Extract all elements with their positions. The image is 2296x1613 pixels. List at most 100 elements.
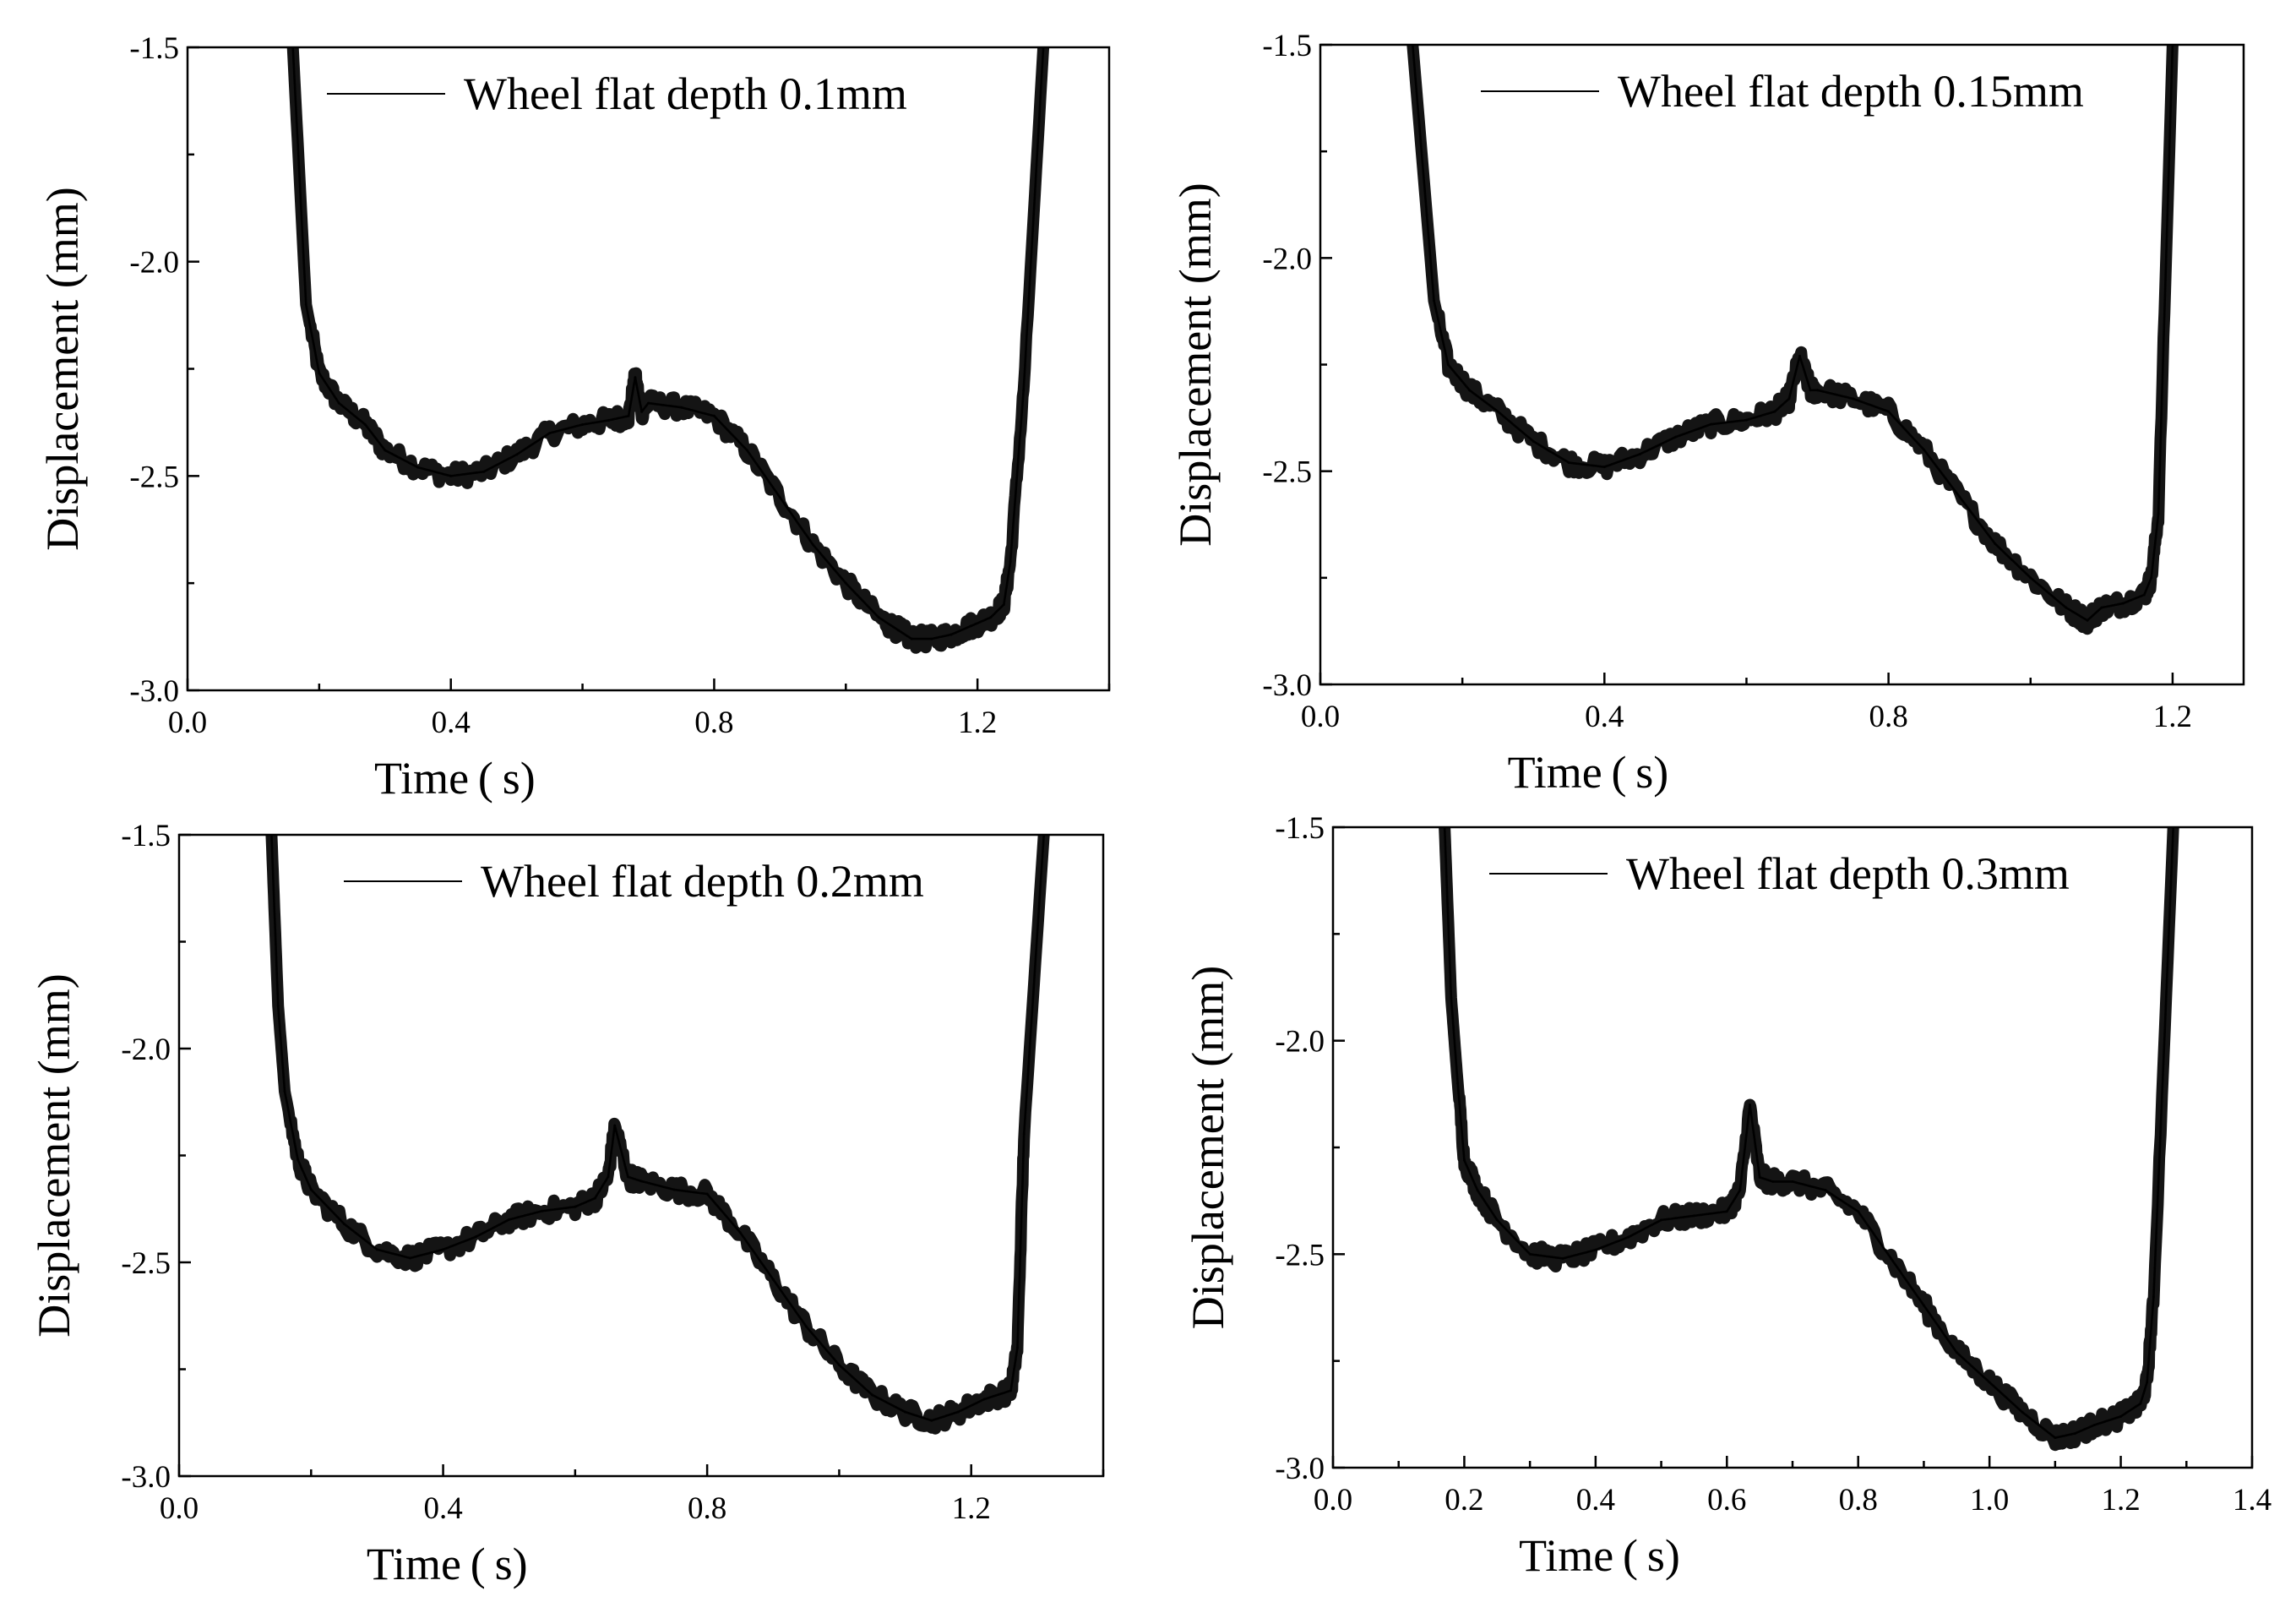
data-point xyxy=(1955,1351,1958,1354)
data-point xyxy=(804,1325,808,1328)
data-point xyxy=(1594,1248,1597,1251)
data-point xyxy=(318,372,321,375)
data-point xyxy=(416,466,420,469)
plot-frame xyxy=(177,833,1105,1478)
y-tick-label: -2.0 xyxy=(1262,242,1312,276)
data-point xyxy=(1787,397,1791,401)
x-tick-label: 0.8 xyxy=(688,1491,726,1526)
data-point xyxy=(1958,495,1961,499)
data-point xyxy=(930,637,933,640)
data-point xyxy=(877,616,880,619)
data-point xyxy=(871,1393,873,1397)
x-tick-label: 0.0 xyxy=(160,1491,199,1526)
data-point xyxy=(384,449,387,452)
series-line xyxy=(1443,827,2174,1439)
data-point xyxy=(1022,1132,1026,1136)
x-tick-label: 1.2 xyxy=(958,706,997,740)
data-point xyxy=(2157,512,2160,515)
data-point xyxy=(508,1218,511,1221)
data-point xyxy=(1015,1346,1019,1349)
data-point xyxy=(647,401,650,405)
data-point xyxy=(607,418,611,422)
data-point xyxy=(409,1256,411,1260)
data-point xyxy=(1476,1189,1479,1192)
subplot-2: 0.0 0.4 0.8 1.2 -1.5 -2.0 -2.5 -3.0 Time ( s) Dis… xyxy=(1170,29,2245,798)
y-tick-label: -2.5 xyxy=(129,460,179,494)
data-point xyxy=(2152,1295,2155,1299)
y-axis-title: Displacement (mm) xyxy=(37,187,88,550)
series-line xyxy=(291,47,1045,640)
data-point xyxy=(2142,593,2146,597)
data-point xyxy=(982,1398,986,1401)
data-point xyxy=(969,624,972,628)
data-point xyxy=(342,1222,345,1225)
series-noise-band xyxy=(1439,827,2179,1452)
x-tick-label: 1.2 xyxy=(952,1491,991,1526)
series-noise-band xyxy=(286,47,1050,654)
x-tick-label: 0.8 xyxy=(694,706,733,740)
data-point xyxy=(672,1188,676,1191)
data-point xyxy=(1446,363,1450,366)
data-point xyxy=(778,496,781,499)
data-point xyxy=(712,414,715,417)
data-point xyxy=(2146,1381,2149,1384)
data-point xyxy=(2054,1436,2057,1440)
y-tick-label: -3.0 xyxy=(1275,1452,1325,1486)
y-tick-label: -3.0 xyxy=(121,1460,171,1495)
data-point xyxy=(640,410,644,413)
data-point xyxy=(1002,603,1005,607)
data-point xyxy=(2029,576,2032,580)
data-point xyxy=(1771,1180,1775,1183)
data-point xyxy=(1890,1256,1893,1260)
y-tick-label: -2.0 xyxy=(121,1033,171,1067)
data-point xyxy=(2171,45,2174,46)
data-point xyxy=(1627,1235,1630,1239)
data-point xyxy=(475,1235,478,1239)
data-point xyxy=(482,470,486,473)
data-point xyxy=(1022,389,1026,392)
data-point xyxy=(989,616,993,619)
data-point xyxy=(679,406,683,409)
data-point xyxy=(309,1188,313,1191)
data-point xyxy=(442,1248,445,1251)
data-point xyxy=(449,474,453,477)
data-point xyxy=(1738,1189,1742,1192)
data-point xyxy=(705,1192,709,1196)
x-tick-label: 1.2 xyxy=(2153,700,2192,734)
data-point xyxy=(1496,410,1499,413)
data-point xyxy=(1824,1189,1827,1192)
data-point xyxy=(304,302,307,306)
x-tick-label: 0.4 xyxy=(423,1491,462,1526)
data-point xyxy=(1561,1256,1564,1260)
data-point xyxy=(2172,827,2175,829)
data-point xyxy=(771,1278,775,1281)
data-point xyxy=(1798,354,1802,357)
data-point xyxy=(593,1196,596,1200)
x-tick-label: 0.4 xyxy=(1576,1483,1615,1518)
data-point xyxy=(2021,1410,2024,1414)
data-point xyxy=(2100,606,2103,609)
data-point xyxy=(1758,1175,1761,1179)
data-point xyxy=(904,1410,907,1414)
plot-frame xyxy=(1331,826,2254,1469)
data-point xyxy=(1495,1218,1499,1222)
data-point xyxy=(2150,576,2153,580)
data-point xyxy=(1852,397,1855,401)
legend-label: Wheel flat depth 0.1mm xyxy=(464,68,907,119)
x-tick-label: 1.2 xyxy=(2101,1483,2140,1518)
data-point xyxy=(1602,466,1606,469)
data-point xyxy=(2065,606,2068,609)
data-point xyxy=(1042,47,1045,49)
data-point xyxy=(627,414,630,417)
data-point xyxy=(1638,452,1641,455)
data-point xyxy=(930,1419,933,1422)
data-point xyxy=(639,1180,643,1183)
x-tick-label: 0.0 xyxy=(1314,1483,1352,1518)
data-point xyxy=(2073,1432,2076,1436)
data-point xyxy=(1042,835,1046,836)
data-point xyxy=(1443,827,1446,829)
data-point xyxy=(276,1004,280,1007)
x-tick-label: 0.8 xyxy=(1869,700,1907,734)
data-point xyxy=(1468,389,1472,392)
